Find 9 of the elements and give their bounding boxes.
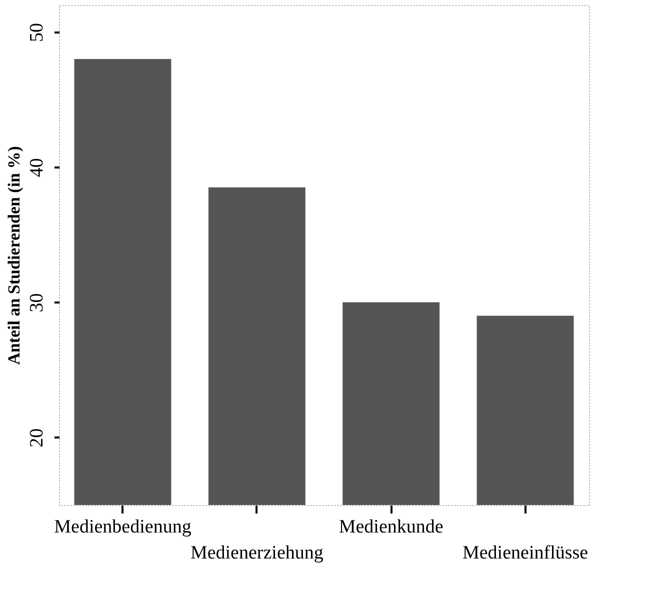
y-tick-label: 50 — [26, 23, 48, 42]
x-tick-label: Medienerziehung — [190, 542, 324, 564]
x-tick-label: Medieneinflüsse — [462, 542, 588, 564]
x-tick-label: Medienkunde — [338, 516, 444, 538]
y-axis-title: Anteil an Studierenden (in %) — [4, 146, 24, 365]
y-tick-label: 20 — [26, 428, 48, 448]
x-tick-label: Medienbedienung — [54, 516, 192, 538]
y-tick-label: 30 — [26, 293, 48, 312]
y-tick-label: 40 — [26, 158, 48, 178]
